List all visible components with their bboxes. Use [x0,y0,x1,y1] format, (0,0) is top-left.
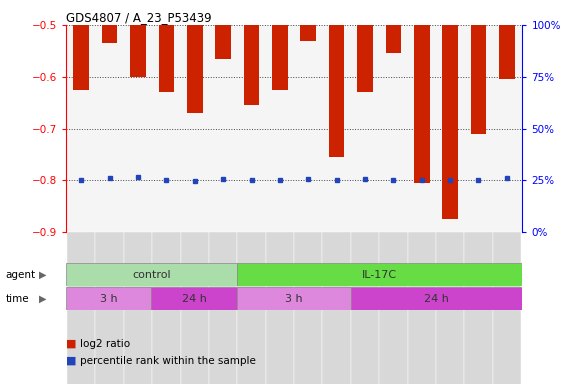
Bar [237,263,522,286]
Bar [66,263,237,286]
Bar [499,0,514,79]
Bar [152,232,180,384]
Text: ■: ■ [66,339,76,349]
Bar [436,232,464,384]
Bar [443,0,458,219]
Bar [414,0,429,183]
Text: 3 h: 3 h [100,294,117,304]
Text: 24 h: 24 h [424,294,449,304]
Text: time: time [6,294,29,304]
Bar [187,0,203,113]
Text: 24 h: 24 h [182,294,207,304]
Bar [357,0,373,93]
Bar [379,232,408,384]
Bar [130,0,146,77]
Bar [351,232,379,384]
Bar [74,0,89,90]
Bar [471,0,486,134]
Bar [408,232,436,384]
Text: IL-17C: IL-17C [362,270,397,280]
Bar [238,232,266,384]
Bar [66,287,151,310]
Bar [124,232,152,384]
Bar [385,0,401,53]
Bar [351,287,522,310]
Bar [151,287,237,310]
Bar [294,232,323,384]
Bar [493,232,521,384]
Bar [180,232,209,384]
Bar [272,0,288,90]
Bar [266,232,294,384]
Bar [159,0,174,93]
Bar [323,232,351,384]
Text: agent: agent [6,270,36,280]
Text: 3 h: 3 h [286,294,303,304]
Bar [244,0,259,105]
Bar [209,232,238,384]
Bar [329,0,344,157]
Text: ▶: ▶ [39,270,47,280]
Text: control: control [132,270,171,280]
Bar [102,0,118,43]
Bar [237,287,351,310]
Bar [95,232,124,384]
Text: GDS4807 / A_23_P53439: GDS4807 / A_23_P53439 [66,11,211,24]
Text: log2 ratio: log2 ratio [80,339,130,349]
Bar [67,232,95,384]
Bar [464,232,493,384]
Text: ▶: ▶ [39,294,47,304]
Bar [215,0,231,59]
Text: percentile rank within the sample: percentile rank within the sample [80,356,256,366]
Bar [300,0,316,41]
Text: ■: ■ [66,356,76,366]
